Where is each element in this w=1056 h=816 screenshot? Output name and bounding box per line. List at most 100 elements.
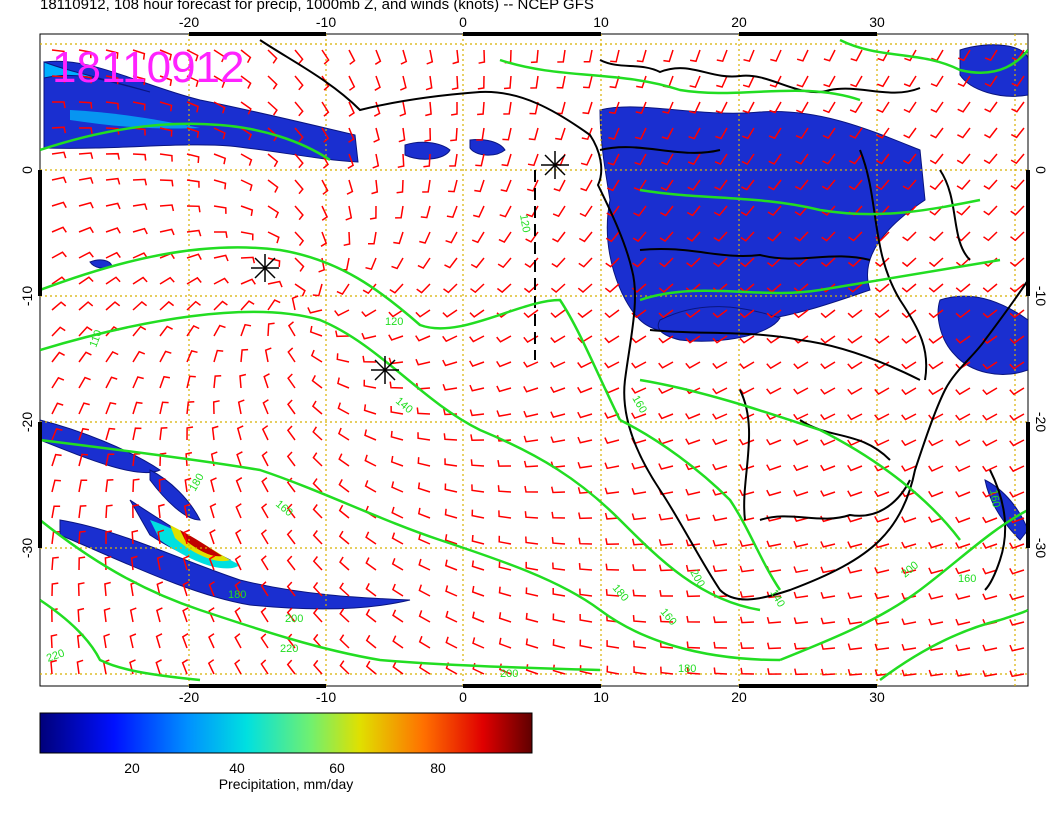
wind-barb — [766, 540, 782, 548]
wind-barb — [51, 351, 65, 363]
wind-barb — [186, 375, 196, 389]
wind-barb — [469, 335, 485, 343]
wind-barb — [766, 309, 782, 319]
wind-barb — [78, 251, 94, 259]
wind-barb — [793, 591, 809, 599]
wind-barb — [396, 179, 404, 194]
wind-barb — [767, 231, 782, 242]
contour-label: 180 — [678, 663, 696, 675]
wind-barb — [212, 400, 220, 415]
wind-barb — [260, 581, 269, 597]
wind-barb — [208, 581, 215, 597]
wind-barb — [156, 555, 164, 571]
wind-barb — [874, 669, 890, 677]
wind-barb — [132, 49, 146, 60]
wind-barb — [820, 643, 836, 650]
contour-label: 200 — [285, 613, 303, 625]
wind-barb — [686, 641, 701, 649]
wind-barb — [337, 427, 350, 441]
wind-barb — [766, 642, 782, 650]
wind-barb — [365, 557, 377, 571]
wind-barb — [715, 101, 728, 114]
wind-barb — [416, 407, 431, 415]
wind-barb — [821, 205, 836, 216]
wind-barb — [496, 385, 512, 393]
wind-barb — [445, 610, 458, 623]
wind-barb — [767, 205, 782, 217]
wind-barb — [309, 325, 323, 337]
wind-barb — [235, 477, 243, 493]
wind-barb — [234, 581, 242, 597]
wind-barb — [267, 231, 280, 244]
wind-barb — [847, 643, 863, 651]
wind-barb — [287, 321, 296, 337]
wind-barb — [901, 465, 917, 472]
wind-barb — [874, 413, 890, 421]
wind-barb — [365, 660, 377, 675]
wind-barb — [260, 529, 269, 545]
wind-barb — [474, 179, 485, 193]
wind-barb — [605, 589, 620, 597]
wind-barb — [739, 413, 755, 420]
wind-barb — [551, 257, 566, 268]
wind-barb — [498, 637, 512, 649]
wind-barb — [399, 101, 407, 117]
wind-barb — [930, 127, 944, 139]
wind-barb — [550, 335, 566, 344]
wind-barb — [105, 227, 121, 234]
wind-barb — [901, 309, 917, 319]
wind-barb — [820, 566, 836, 574]
wind-barb — [312, 504, 323, 519]
wind-barb — [580, 153, 593, 166]
wind-barb — [471, 585, 485, 597]
wind-barb — [186, 253, 202, 260]
wind-barb — [78, 351, 92, 363]
wind-barb — [132, 153, 147, 161]
wind-barb — [286, 503, 296, 519]
wind-barb — [982, 387, 998, 396]
wind-barb — [391, 532, 404, 545]
wind-barb — [51, 479, 61, 493]
wind-barb — [901, 387, 917, 396]
wind-barb — [499, 663, 512, 675]
wind-barb — [928, 335, 944, 344]
wind-barb — [874, 490, 890, 498]
wind-barb — [239, 373, 247, 389]
wind-barb — [874, 309, 890, 319]
wind-barb — [260, 633, 269, 649]
wind-barb — [632, 257, 647, 268]
wind-barb — [365, 608, 377, 623]
wind-barb — [660, 179, 674, 191]
wind-barb — [1009, 361, 1025, 370]
wind-barb — [132, 401, 143, 415]
wind-barb — [286, 425, 296, 441]
wind-barb — [105, 152, 120, 160]
wind-barb — [712, 565, 728, 573]
wind-barb — [901, 283, 917, 293]
wind-barb — [712, 335, 728, 344]
wind-barb — [553, 179, 566, 192]
wind-barb — [847, 283, 863, 293]
wind-barb — [158, 478, 166, 493]
wind-barb — [312, 478, 323, 493]
wind-barb — [715, 127, 728, 140]
wind-barb — [930, 75, 944, 88]
wind-barb — [658, 387, 674, 395]
wind-barb — [186, 350, 198, 363]
wind-barb — [470, 283, 485, 294]
wind-barb — [267, 280, 283, 288]
wind-barb — [685, 438, 701, 445]
wind-barb — [51, 376, 65, 389]
map-date-stamp: 18110912 — [52, 43, 245, 92]
wind-barb — [363, 404, 377, 415]
wind-barb — [294, 49, 304, 65]
wind-barb — [361, 309, 377, 318]
wind-barb — [186, 101, 199, 113]
wind-barb — [1009, 593, 1025, 601]
wind-barb — [103, 633, 110, 649]
wind-barb — [631, 488, 647, 495]
wind-barb — [849, 153, 863, 165]
wind-barb — [213, 205, 227, 214]
wind-barb — [51, 453, 62, 467]
wind-barb — [928, 669, 944, 677]
